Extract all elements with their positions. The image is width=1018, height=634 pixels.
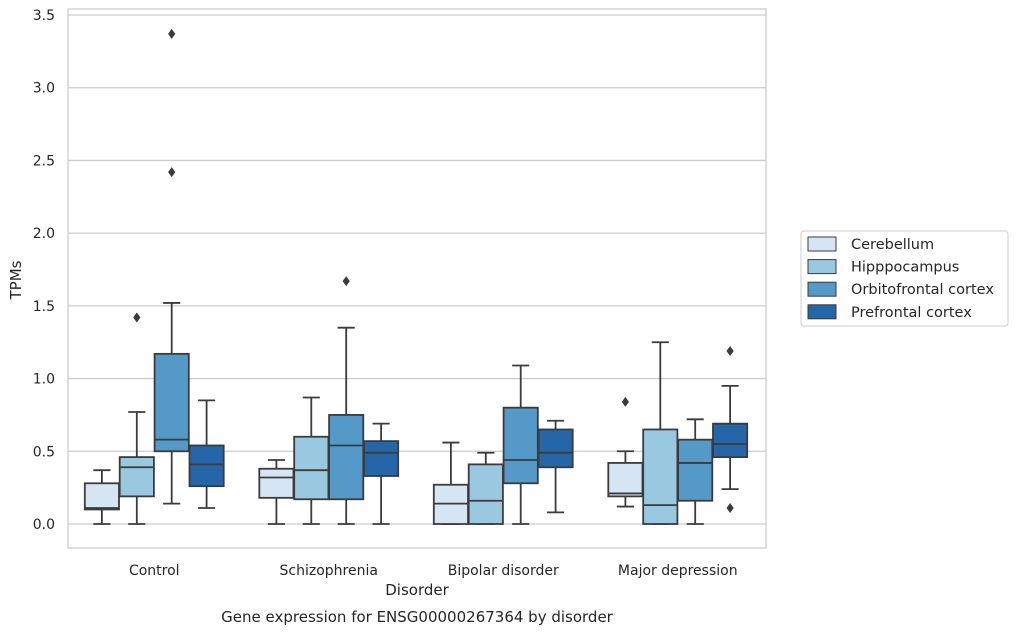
y-tick-label: 3.5 [33, 8, 55, 24]
box-iqr [258, 467, 295, 499]
legend-swatch [807, 259, 837, 275]
box-orbitofrontal-cortex [153, 28, 190, 505]
box-iqr [677, 438, 714, 502]
box-iqr [363, 440, 400, 477]
box-iqr [293, 435, 330, 501]
box-iqr [712, 422, 749, 459]
box-iqr [153, 352, 190, 453]
box-iqr [607, 462, 644, 498]
y-tick-label: 0.0 [33, 517, 55, 533]
box-prefrontal-cortex [363, 422, 400, 525]
chart-title: Gene expression for ENSG00000267364 by d… [221, 608, 614, 626]
box-orbitofrontal-cortex [502, 364, 539, 525]
box-hipppocampus [642, 341, 679, 525]
y-axis-label: TPMs [7, 260, 25, 300]
box-orbitofrontal-cortex [677, 418, 714, 525]
outlier-point [726, 503, 734, 514]
box-iqr [188, 444, 225, 488]
box-hipppocampus [118, 312, 155, 525]
legend-swatch [807, 304, 837, 320]
y-tick-label: 2.5 [33, 153, 55, 169]
legend-swatch [807, 281, 837, 297]
legend: Cerebellum Hipppocampus Orbitofrontal cort… [800, 230, 1009, 327]
legend-label: Orbitofrontal cortex [851, 282, 994, 298]
legend-frame [800, 230, 1009, 327]
outlier-point [133, 312, 141, 323]
plot-area-frame [67, 8, 767, 549]
y-tick-label: 2.0 [33, 226, 55, 242]
box-iqr [537, 428, 574, 469]
x-tick-labels: Control Schizophrenia Bipolar disorder Majo… [129, 563, 738, 579]
outlier-point [342, 276, 350, 287]
box-hipppocampus [467, 451, 504, 525]
y-tick-label: 0.5 [33, 444, 55, 460]
outlier-point [168, 167, 176, 178]
y-tick-label: 1.5 [33, 299, 55, 315]
legend-swatch [807, 236, 837, 252]
legend-label: Prefrontal cortex [851, 305, 972, 321]
box-orbitofrontal-cortex [328, 276, 365, 525]
box-iqr [328, 414, 365, 501]
box-cerebellum [432, 441, 469, 525]
box-cerebellum [607, 396, 644, 508]
x-tick-label: Major depression [618, 563, 738, 579]
box-iqr [118, 456, 155, 498]
box-cerebellum [258, 459, 295, 525]
box-prefrontal-cortex [712, 345, 749, 514]
y-tick-label: 3.0 [33, 81, 55, 97]
x-tick-label: Bipolar disorder [448, 563, 559, 579]
legend-label: Cerebellum [851, 237, 934, 253]
box-iqr [83, 482, 120, 511]
outlier-point [621, 396, 629, 407]
outlier-point [168, 28, 176, 39]
outlier-point [726, 345, 734, 356]
box-iqr [642, 428, 679, 525]
legend-label: Hipppocampus [851, 260, 959, 276]
box-prefrontal-cortex [188, 399, 225, 509]
x-tick-label: Control [129, 563, 180, 579]
box-hipppocampus [293, 396, 330, 525]
box-series-layer [83, 28, 749, 525]
box-cerebellum [83, 469, 120, 525]
box-iqr [502, 406, 539, 485]
x-tick-label: Schizophrenia [280, 563, 378, 579]
box-prefrontal-cortex [537, 419, 574, 514]
x-axis-label: Disorder [385, 581, 449, 599]
y-tick-label: 1.0 [33, 372, 55, 388]
box-iqr [467, 463, 504, 525]
y-tick-labels: 0.0 0.5 1.0 1.5 2.0 2.5 3.0 3.5 [33, 8, 55, 533]
